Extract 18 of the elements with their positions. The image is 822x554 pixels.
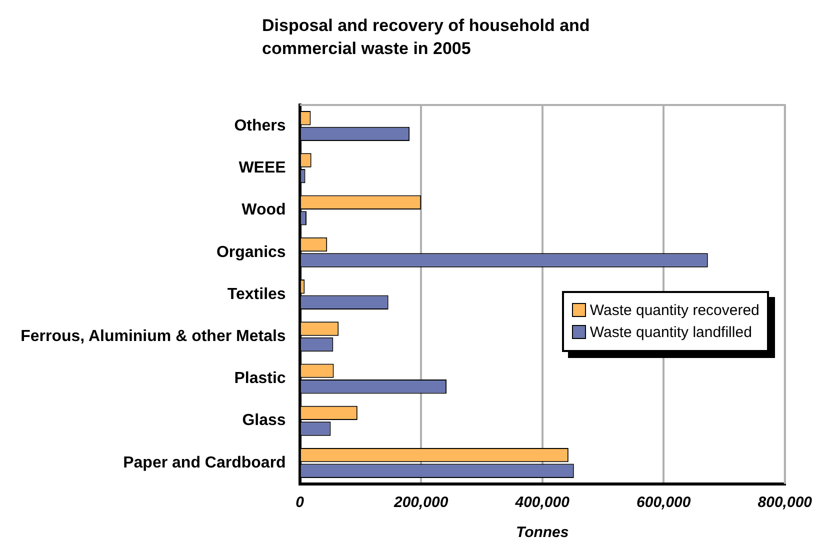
x-tick-label: 600,000 [636, 494, 692, 512]
y-tick-label: Others [234, 117, 286, 134]
y-tick-label: Paper and Cardboard [123, 454, 286, 472]
x-tick-label: 200,000 [392, 494, 449, 512]
legend-label: Waste quantity recovered [590, 302, 760, 319]
y-tick-label: Glass [242, 412, 286, 430]
chart-title: Disposal and recovery of household and commercial waste in 2005 [262, 15, 591, 60]
legend-label: Waste quantity landfilled [590, 324, 752, 341]
y-tick-label: WEEE [238, 160, 286, 177]
x-tick-label: 0 [296, 494, 305, 512]
x-axis-title: Tonnes [516, 524, 569, 542]
y-tick-label: Wood [242, 202, 286, 219]
y-tick-label: Ferrous, Aluminium & other Metals [20, 328, 286, 346]
y-tick-label: Organics [216, 244, 286, 261]
x-tick-label: 400,000 [514, 494, 570, 512]
y-tick-label: Textiles [227, 286, 286, 303]
y-tick-label: Plastic [234, 370, 286, 388]
x-tick-label: 800,000 [758, 494, 813, 512]
